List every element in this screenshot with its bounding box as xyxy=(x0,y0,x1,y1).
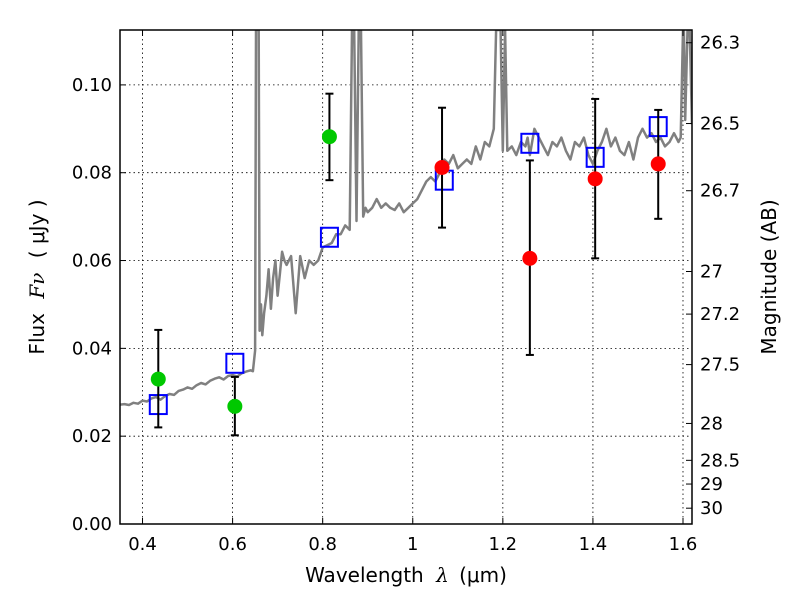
y-tick-label: 0.04 xyxy=(72,338,112,359)
y2-axis-title: Magnitude (AB) xyxy=(757,199,781,354)
y2-tick-label: 28 xyxy=(700,413,723,434)
markers xyxy=(148,92,668,437)
y-axis-unit: ( μJy ) xyxy=(25,199,49,258)
observed-photometry-point xyxy=(227,398,243,414)
plot-content xyxy=(120,30,692,407)
y-tick-label: 0.00 xyxy=(72,514,112,535)
x-tick-label: 0.4 xyxy=(128,534,157,555)
y2-tick-label: 30 xyxy=(700,498,723,519)
y2-tick-label: 28.5 xyxy=(700,450,740,471)
x-tick-label: 1.4 xyxy=(579,534,608,555)
model-photometry-square xyxy=(520,132,540,154)
y-axis-symbol: Fν xyxy=(25,273,49,300)
y2-tick-label: 27 xyxy=(700,262,723,283)
x-axis-title: Wavelength λ (μm) xyxy=(305,563,507,587)
x-tick-label: 0.8 xyxy=(308,534,337,555)
y2-tick-label: 27.5 xyxy=(700,355,740,376)
y2-tick-label: 27.2 xyxy=(700,304,740,325)
y-axis-title: Flux Fν ( μJy ) xyxy=(25,199,49,354)
y-tick-label: 0.02 xyxy=(72,426,112,447)
y2-tick-label: 29 xyxy=(700,474,723,495)
x-axis-symbol: λ xyxy=(435,563,449,587)
x-tick-label: 1.2 xyxy=(489,534,518,555)
y-axis-title-prefix: Flux xyxy=(25,313,49,355)
observed-photometry-point xyxy=(434,159,450,175)
observed-photometry-point xyxy=(150,371,166,387)
observed-photometry-point xyxy=(650,156,666,172)
x-tick-label: 0.6 xyxy=(218,534,247,555)
x-tick-label: 1 xyxy=(407,534,418,555)
x-tick-label: 1.6 xyxy=(669,534,698,555)
y2-tick-label: 26.3 xyxy=(700,33,740,54)
plot-frame xyxy=(119,29,693,525)
y2-tick-label: 26.7 xyxy=(700,181,740,202)
model-photometry-square xyxy=(225,352,245,374)
observed-photometry-point xyxy=(321,129,337,145)
x-axis-unit: (μm) xyxy=(459,563,507,587)
x-axis-title-prefix: Wavelength xyxy=(305,563,424,587)
ticks: 0.4 0.6 0.8 1 1.2 1.4 1.6 0.00 0.02 0.04 0.06 0.08 0… xyxy=(72,30,740,555)
y-tick-label: 0.08 xyxy=(72,163,112,184)
model-photometry-square xyxy=(319,226,339,248)
plot-background xyxy=(120,30,692,524)
y-tick-label: 0.06 xyxy=(72,251,112,272)
y-tick-label: 0.10 xyxy=(72,75,112,96)
observed-photometry-point xyxy=(522,250,538,266)
y2-tick-label: 26.5 xyxy=(700,114,740,135)
sed-model-line xyxy=(120,30,692,407)
observed-photometry-point xyxy=(587,171,603,187)
